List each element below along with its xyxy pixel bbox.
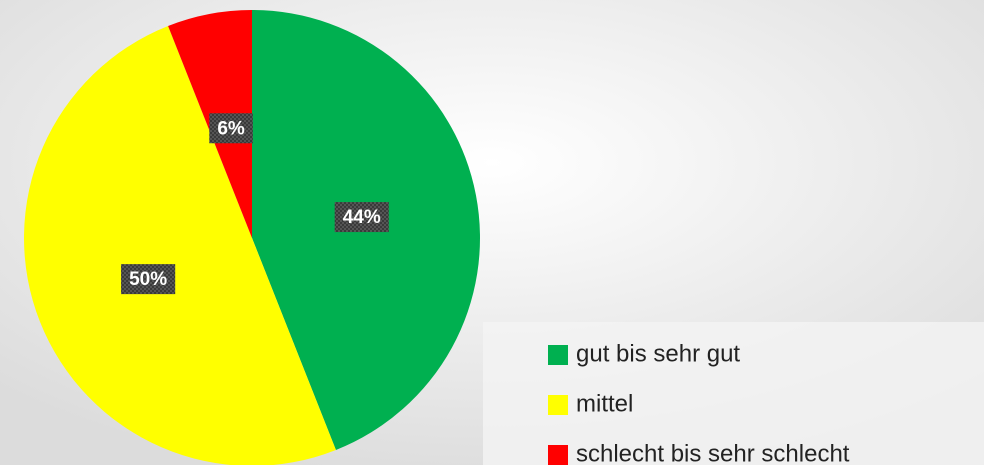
data-label: 44%	[343, 207, 381, 228]
data-label: 50%	[129, 269, 167, 290]
pie	[24, 10, 480, 465]
legend-label: schlecht bis sehr schlecht	[576, 440, 850, 465]
legend-swatch	[548, 445, 568, 465]
legend-swatch	[548, 395, 568, 415]
chart: 44% 50% 6% gut bis sehr gut mittel schlecht …	[0, 0, 984, 465]
data-label: 6%	[217, 118, 245, 139]
legend-label: mittel	[576, 390, 633, 417]
legend-swatch	[548, 345, 568, 365]
legend-label: gut bis sehr gut	[576, 340, 740, 367]
